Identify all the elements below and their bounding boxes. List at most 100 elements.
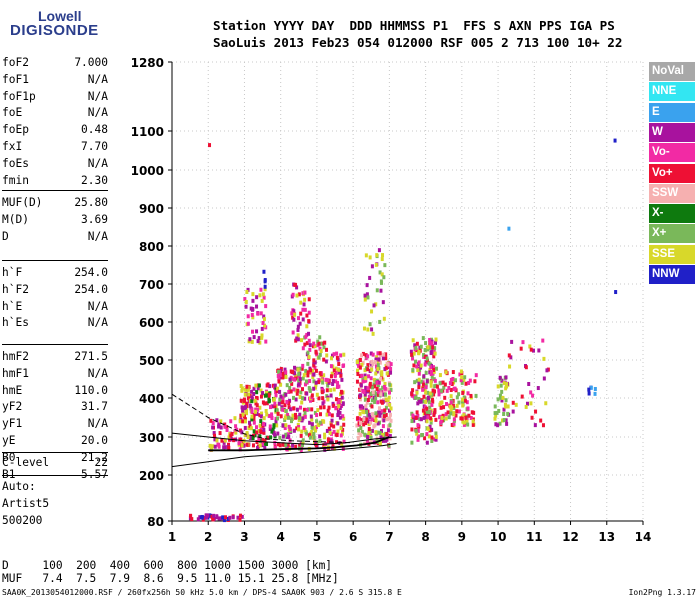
echo-point	[369, 435, 373, 440]
echo-point	[270, 404, 274, 409]
echo-point	[332, 429, 336, 434]
echo-point	[263, 323, 267, 328]
echo-point	[531, 393, 535, 398]
echo-point	[275, 408, 279, 413]
legend-item-ssw: SSW	[649, 183, 695, 203]
echo-point	[529, 390, 533, 395]
echo-point	[433, 378, 437, 383]
echo-point	[430, 435, 434, 440]
echo-point	[455, 403, 459, 408]
echo-point	[504, 375, 508, 380]
echo-point	[243, 392, 247, 397]
echo-point	[297, 424, 301, 429]
param-name: h`Es	[2, 316, 29, 330]
echo-point	[377, 392, 381, 397]
echo-point	[265, 393, 269, 398]
echo-point	[287, 415, 291, 420]
param-name: MUF(D)	[2, 196, 43, 209]
x-tick-label: 5	[313, 530, 321, 544]
echo-point	[255, 411, 259, 416]
echo-point	[342, 422, 346, 427]
echo-point	[431, 345, 435, 350]
echo-point	[444, 416, 448, 421]
echo-point	[378, 360, 382, 365]
echo-point	[211, 425, 215, 430]
echo-point	[325, 412, 329, 417]
echo-point	[444, 370, 448, 375]
echo-point	[384, 405, 388, 410]
echo-point	[375, 369, 379, 374]
echo-point	[419, 363, 423, 368]
echo-point	[374, 391, 378, 396]
echo-point	[250, 414, 254, 419]
echo-point	[457, 409, 461, 414]
echo-point	[259, 419, 263, 424]
echo-point	[424, 370, 428, 375]
echo-point	[310, 407, 314, 412]
param-hes: h`Es N/A	[2, 316, 108, 330]
echo-point	[381, 424, 385, 429]
echo-point	[305, 391, 309, 396]
echo-point	[341, 401, 345, 406]
echo-point	[427, 409, 431, 414]
echo-point	[295, 285, 299, 290]
echo-point	[415, 390, 419, 395]
echo-point	[371, 390, 375, 395]
echo-point	[422, 353, 426, 358]
echo-point	[496, 397, 500, 402]
echo-point	[336, 421, 340, 426]
echo-point	[250, 407, 254, 412]
echo-point	[245, 442, 249, 447]
echo-point	[262, 295, 266, 300]
echo-point	[430, 397, 434, 402]
echo-point	[418, 417, 422, 422]
echo-point	[251, 315, 255, 320]
echo-point	[364, 376, 368, 381]
echo-point	[382, 392, 386, 397]
echo-point	[287, 389, 291, 394]
echo-point	[376, 383, 380, 388]
echo-point	[542, 376, 546, 381]
echo-point	[313, 410, 317, 415]
echo-point	[259, 394, 263, 399]
echo-point	[314, 443, 318, 448]
echo-point	[243, 398, 247, 403]
echo-point	[434, 337, 438, 342]
y-tick-label: 900	[139, 202, 164, 216]
echo-point	[256, 386, 260, 391]
param-fof1: foF1 N/A	[2, 73, 108, 87]
echo-point	[261, 321, 265, 326]
param-yf1: yF1 N/A	[2, 417, 108, 431]
echo-point	[331, 381, 335, 386]
echo-point	[332, 446, 336, 451]
echo-point	[243, 419, 247, 424]
echo-point	[544, 401, 548, 406]
echo-point	[291, 292, 295, 297]
echo-point	[502, 412, 506, 417]
echo-point	[234, 424, 238, 429]
echo-point	[330, 353, 334, 358]
param-value: N/A	[87, 417, 108, 431]
echo-point	[366, 295, 370, 300]
echo-point	[362, 422, 366, 427]
echo-point	[502, 381, 506, 386]
echo-point	[441, 380, 445, 385]
param-value: N/A	[87, 89, 108, 103]
echo-point	[326, 397, 330, 402]
echo-point	[425, 358, 429, 363]
x-tick-label: 6	[349, 530, 357, 544]
echo-point	[504, 386, 508, 391]
echo-point	[430, 374, 434, 379]
echo-point	[370, 404, 374, 409]
echo-point	[269, 414, 273, 419]
echo-point	[243, 406, 247, 411]
echo-point	[284, 409, 288, 414]
echo-point	[367, 419, 371, 424]
echo-point	[288, 398, 292, 403]
param-value: 20.0	[81, 434, 108, 447]
echo-point	[388, 436, 392, 441]
echo-point	[531, 348, 535, 353]
echo-point	[364, 385, 368, 390]
echo-point	[363, 293, 367, 298]
echo-point	[428, 391, 432, 396]
